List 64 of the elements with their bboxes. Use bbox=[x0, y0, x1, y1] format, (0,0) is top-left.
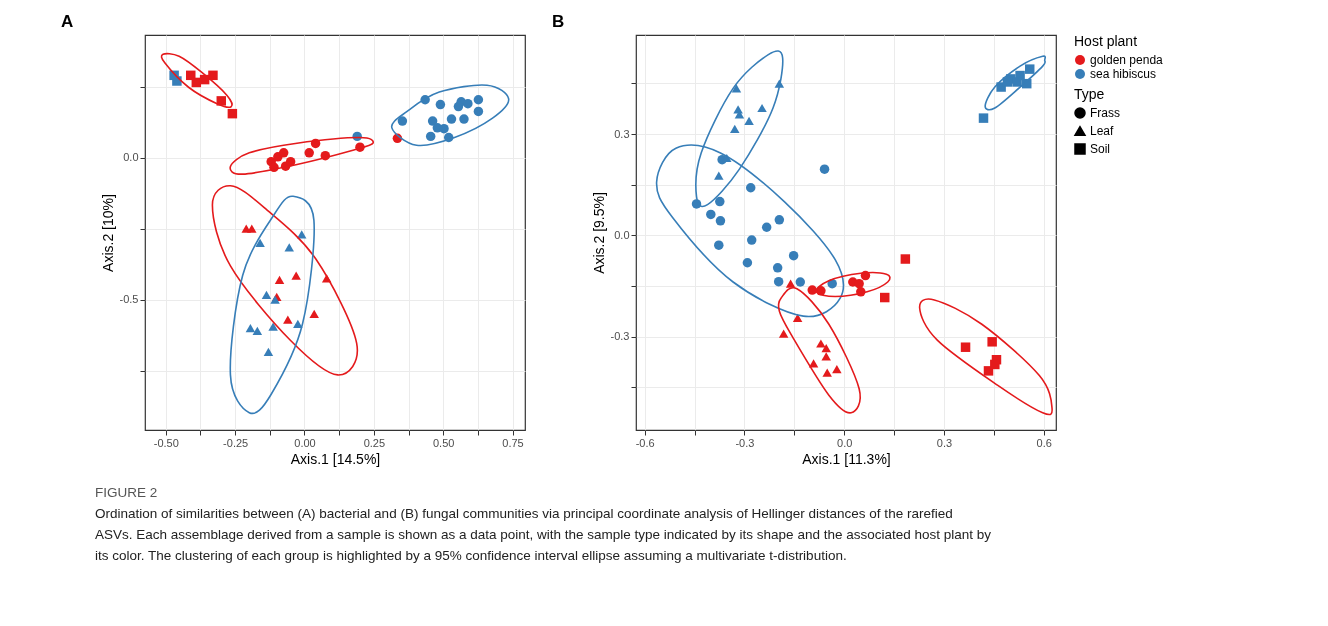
point bbox=[990, 359, 1000, 370]
text: Soil bbox=[1090, 142, 1111, 156]
x-tick-label: 0.0 bbox=[837, 436, 853, 449]
point bbox=[1024, 64, 1035, 74]
point bbox=[453, 101, 464, 112]
point bbox=[900, 254, 911, 264]
text: Leaf bbox=[1090, 124, 1115, 138]
point bbox=[473, 95, 484, 105]
point bbox=[1012, 77, 1022, 87]
point bbox=[278, 148, 289, 158]
x-tick-label: 0.50 bbox=[432, 436, 455, 449]
point bbox=[463, 98, 473, 109]
point bbox=[960, 342, 971, 352]
x-tick-label: 0.6 bbox=[1036, 436, 1052, 449]
point bbox=[816, 339, 826, 348]
point bbox=[446, 114, 457, 124]
point bbox=[439, 123, 449, 134]
text: its color. The clustering of each group is highlighted by a 95% confidence interval ellipse assuming a multivariate t-distribution. bbox=[95, 547, 847, 563]
point bbox=[304, 148, 314, 158]
point bbox=[822, 368, 832, 377]
point bbox=[808, 359, 819, 368]
legend-label: sea hibiscus bbox=[1090, 67, 1157, 81]
x-tick-label: 0.25 bbox=[363, 436, 386, 449]
x-tick-label: 0.00 bbox=[294, 436, 316, 449]
caption: FIGURE 2 bbox=[95, 484, 158, 500]
point bbox=[821, 344, 831, 353]
x-tick-label: 0.3 bbox=[936, 436, 953, 449]
y-tick-label: 0.3 bbox=[614, 127, 630, 140]
point bbox=[459, 114, 469, 124]
text: Type bbox=[1074, 86, 1105, 102]
text: Frass bbox=[1090, 106, 1120, 120]
text: Ordination of similarities between (A) bacterial and (B) fungal communities via principal coordinate analysis of Hellinger distances of the rarefied bbox=[95, 505, 953, 521]
point bbox=[473, 106, 484, 117]
point bbox=[1002, 77, 1013, 87]
chart-title: A bbox=[61, 12, 74, 31]
point bbox=[832, 365, 842, 374]
x-tick-label: -0.6 bbox=[635, 436, 655, 449]
text: ASVs. Each assemblage derived from a sample is shown as a data point, with the sample type indicated by its shape and the associated host plant by bbox=[95, 526, 992, 542]
point bbox=[285, 156, 296, 167]
point bbox=[425, 131, 436, 142]
legend-label: golden penda bbox=[1090, 53, 1164, 67]
x-tick-label: -0.50 bbox=[153, 436, 179, 449]
x-axis-title: Axis.1 [14.5%] bbox=[290, 450, 381, 467]
point bbox=[397, 116, 408, 126]
legend-title: Host plant bbox=[1074, 33, 1138, 49]
point bbox=[778, 329, 789, 338]
x-axis-title: Axis.1 [11.3%] bbox=[802, 450, 891, 467]
y-tick-label: 0.0 bbox=[614, 228, 630, 241]
point bbox=[987, 337, 997, 347]
x-tick-label: -0.3 bbox=[735, 436, 755, 449]
x-tick-label: -0.25 bbox=[223, 436, 249, 449]
y-tick-label: -0.3 bbox=[610, 330, 630, 343]
chart-title: B bbox=[552, 12, 565, 31]
point bbox=[435, 99, 446, 110]
point bbox=[821, 352, 831, 361]
y-tick-label: -0.5 bbox=[119, 293, 139, 306]
y-axis-title: Axis.2 [9.5%] bbox=[590, 192, 607, 274]
y-axis-title: Axis.2 [10%] bbox=[99, 194, 116, 272]
point bbox=[978, 113, 989, 123]
x-tick-label: 0.75 bbox=[502, 436, 524, 449]
point bbox=[227, 108, 238, 119]
point bbox=[208, 70, 218, 81]
point bbox=[427, 116, 438, 126]
point bbox=[186, 70, 196, 81]
